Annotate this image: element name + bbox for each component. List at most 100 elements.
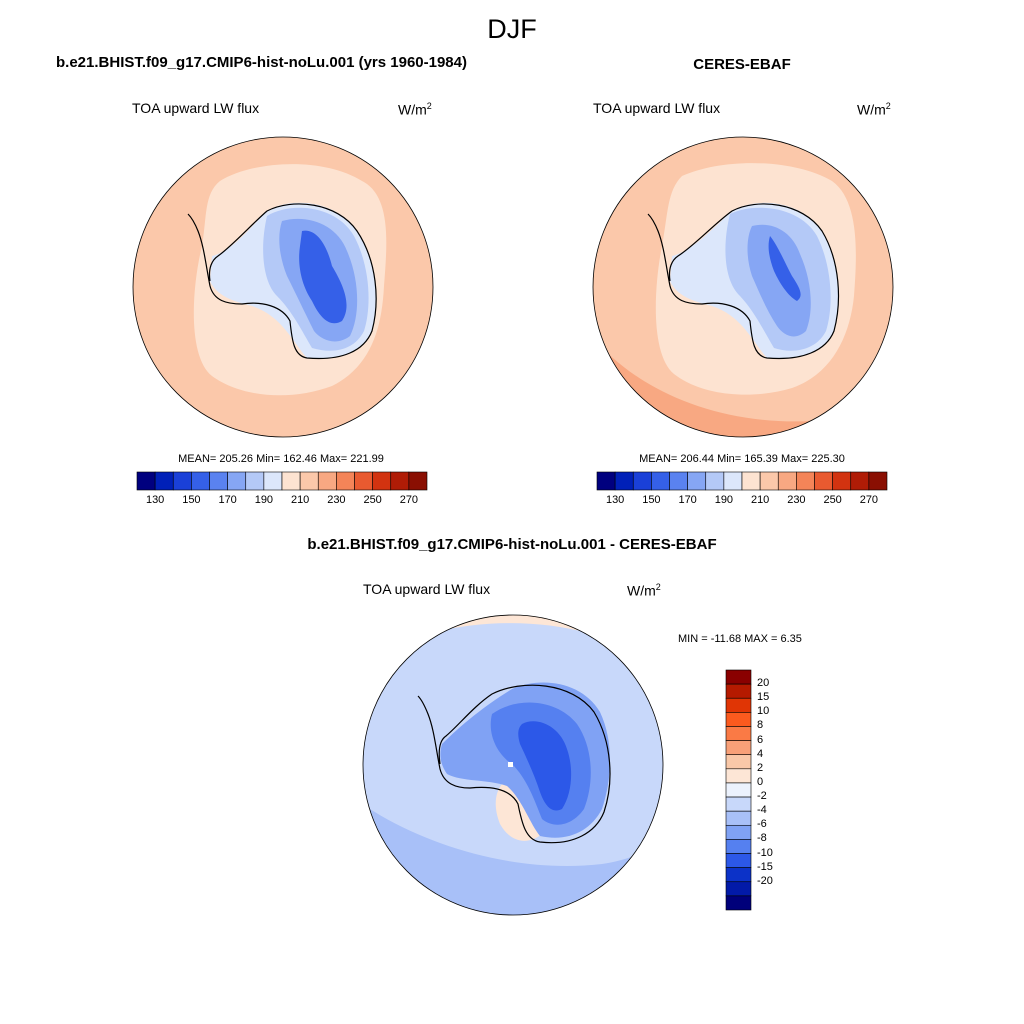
colorbar-box [651, 471, 670, 491]
units-base: W/m [627, 582, 656, 599]
colorbar-box [759, 471, 779, 491]
colorbar-box [299, 471, 319, 491]
panel-2-title: CERES-EBAF [693, 56, 791, 73]
map-panel-1 [132, 136, 434, 438]
colorbar-box [777, 471, 797, 491]
colorbar-box [725, 754, 752, 770]
colorbar-box [725, 881, 752, 897]
main-title: DJF [487, 14, 537, 44]
colorbar-box [596, 471, 616, 491]
colorbar-box [832, 471, 852, 491]
colorbar-tick-label: 2 [757, 761, 764, 774]
colorbar-tick-label: 210 [750, 494, 770, 506]
colorbar-box [725, 839, 752, 854]
colorbar-box [725, 669, 752, 685]
field-160-170 [299, 230, 347, 324]
colorbar-tick-label: -2 [757, 790, 767, 803]
colorbar-tick-label: 150 [642, 494, 661, 506]
units-base: W/m [857, 101, 886, 118]
colorbar-tick-label: -4 [757, 804, 767, 817]
colorbar-tick-label: -6 [757, 818, 767, 831]
colorbar-tick-label: 10 [757, 705, 770, 718]
coastline [647, 203, 840, 360]
field-220-230-rim [593, 336, 893, 437]
panel-2-stats: MEAN= 206.44 Min= 165.39 Max= 225.30 [639, 453, 845, 465]
colorbar-box [191, 471, 210, 491]
panel-1-variable-label: TOA upward LW flux [132, 100, 260, 116]
colorbar-panel-3-labels: 20 15 10 8 6 4 2 0 -2 -4 -6 -8 -10 -15 -20 [757, 670, 797, 910]
panel-3-variable-label: TOA upward LW flux [363, 581, 491, 597]
panel-3-title: b.e21.BHIST.f09_g17.CMIP6-hist-noLu.001 … [307, 536, 717, 553]
colorbar-tick-label: 6 [757, 733, 764, 746]
colorbar-tick-label: 190 [254, 494, 274, 506]
panel-3-stats: MIN = -11.68 MAX = 6.35 [678, 633, 802, 645]
panel-3-units: W/m2 [627, 582, 661, 599]
colorbar-tick-label: 130 [605, 494, 625, 506]
colorbar-box [209, 471, 228, 491]
colorbar-tick-label: 170 [218, 494, 237, 506]
colorbar-box [154, 471, 174, 491]
colorbar-tick-label: 250 [363, 494, 382, 506]
colorbar-box [725, 712, 752, 727]
colorbar-tick-label: 230 [787, 494, 806, 506]
panel-1-units: W/m2 [398, 101, 432, 118]
colorbar-tick-label: 250 [823, 494, 842, 506]
colorbar-box [614, 471, 634, 491]
coastline [187, 203, 377, 360]
panel-2-variable-label: TOA upward LW flux [593, 100, 721, 116]
colorbar-box [705, 471, 725, 491]
colorbar-box [814, 471, 833, 491]
colorbar-tick-label: 15 [757, 691, 770, 704]
colorbar-box [725, 726, 752, 741]
colorbar-tick-label: 230 [327, 494, 346, 506]
colorbar-box [354, 471, 373, 491]
colorbar-panel-2 [596, 471, 888, 491]
colorbar-box [725, 740, 752, 756]
map-panel-3 [362, 614, 664, 916]
colorbar-box [136, 471, 156, 491]
colorbar-box [725, 853, 752, 868]
colorbar-box [725, 768, 752, 784]
colorbar-box [725, 810, 752, 826]
colorbar-tick-label: 0 [757, 775, 764, 788]
colorbar-box [725, 796, 752, 812]
colorbar-box [725, 824, 752, 840]
colorbar-box [408, 471, 428, 491]
colorbar-box [263, 471, 283, 491]
colorbar-box [281, 471, 301, 491]
units-exponent: 2 [426, 101, 432, 111]
colorbar-box [669, 471, 688, 491]
panel-1-title: b.e21.BHIST.f09_g17.CMIP6-hist-noLu.001 … [56, 54, 467, 71]
colorbar-tick-label: 20 [757, 677, 770, 690]
colorbar-box [725, 867, 752, 883]
colorbar-box [172, 471, 192, 491]
field-minus10-minus8 [518, 721, 572, 811]
colorbar-panel-1 [136, 471, 428, 491]
field-160-170 [768, 236, 801, 301]
colorbar-tick-label: 4 [757, 747, 764, 760]
colorbar-panel-3 [725, 669, 752, 911]
units-exponent: 2 [885, 101, 891, 111]
colorbar-box [723, 471, 743, 491]
colorbar-box [725, 895, 752, 911]
colorbar-tick-label: -15 [757, 860, 773, 873]
colorbar-box [850, 471, 870, 491]
field-minus4-minus2-lower [363, 804, 663, 915]
colorbar-box [245, 471, 265, 491]
colorbar-box [372, 471, 392, 491]
colorbar-box [632, 471, 652, 491]
colorbar-box [687, 471, 707, 491]
colorbar-box [796, 471, 815, 491]
colorbar-tick-label: -8 [757, 832, 767, 845]
colorbar-panel-1-labels: 130 150 170 190 210 230 250 270 [137, 494, 427, 508]
pole-missing-data [508, 762, 513, 767]
colorbar-tick-label: 270 [859, 494, 879, 506]
colorbar-panel-2-labels: 130 150 170 190 210 230 250 270 [597, 494, 887, 508]
colorbar-tick-label: 150 [182, 494, 201, 506]
colorbar-box [741, 471, 761, 491]
colorbar-tick-label: 270 [399, 494, 419, 506]
colorbar-tick-label: -20 [757, 874, 773, 887]
colorbar-box [725, 697, 752, 713]
colorbar-box [725, 683, 752, 699]
colorbar-tick-label: 170 [678, 494, 697, 506]
